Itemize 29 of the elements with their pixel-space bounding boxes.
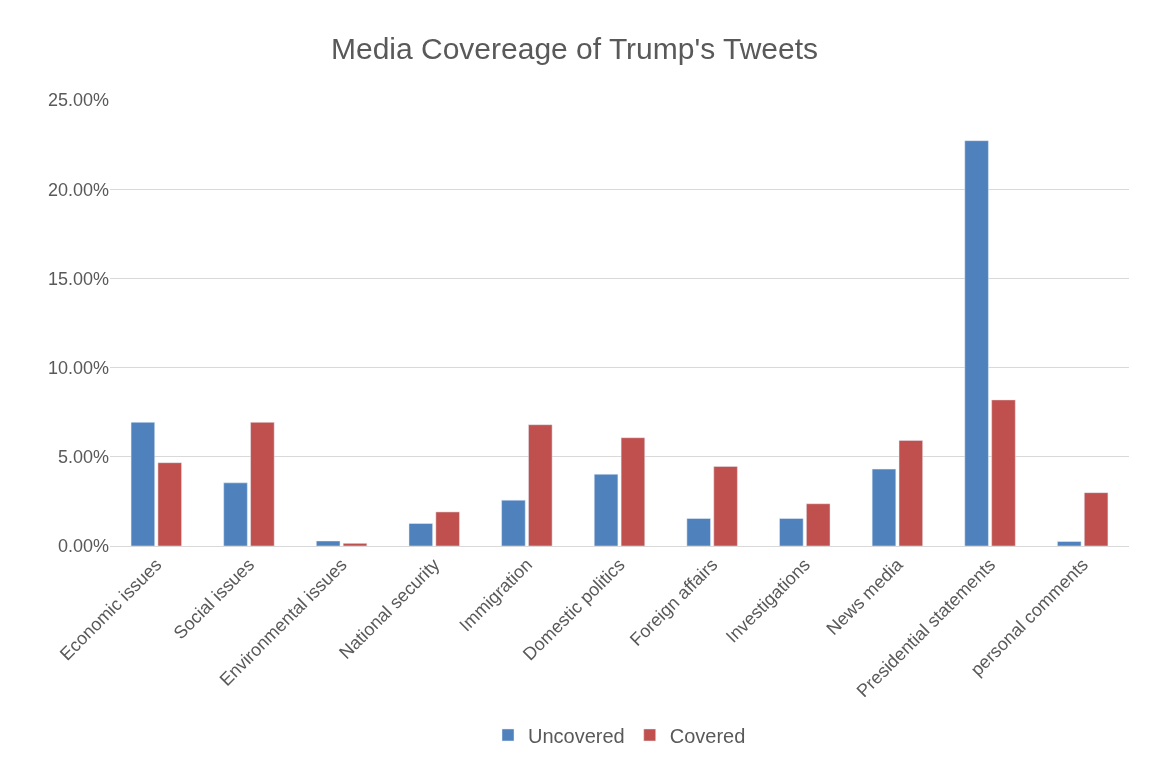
- bar: [501, 499, 526, 546]
- bar: [157, 462, 182, 546]
- bar: [1057, 541, 1082, 546]
- y-tick-label: 25.00%: [47, 90, 109, 111]
- chart-title: Media Covereage of Trump's Tweets: [330, 32, 819, 66]
- bar: [223, 482, 248, 546]
- legend-label: Uncovered: [528, 724, 625, 747]
- bar: [342, 543, 368, 546]
- y-tick-label: 10.00%: [47, 357, 109, 378]
- bar: [964, 140, 989, 546]
- bar: [435, 511, 460, 546]
- y-tick-label: 0.00%: [57, 536, 109, 557]
- bar: [528, 424, 553, 546]
- bar: [871, 468, 897, 546]
- bar: [806, 503, 831, 546]
- bar: [991, 399, 1016, 546]
- bar: [250, 422, 275, 546]
- y-tick-label: 20.00%: [47, 179, 109, 200]
- bar: [898, 440, 923, 546]
- bar: [130, 422, 155, 546]
- y-tick-label: 5.00%: [57, 447, 109, 468]
- bar: [316, 540, 341, 546]
- bar: [779, 518, 804, 546]
- bar: [408, 523, 433, 546]
- bar: [1084, 492, 1109, 546]
- legend-label: Covered: [669, 724, 746, 747]
- bar: [686, 518, 711, 546]
- y-tick-label: 15.00%: [47, 268, 109, 289]
- bar: [713, 466, 738, 546]
